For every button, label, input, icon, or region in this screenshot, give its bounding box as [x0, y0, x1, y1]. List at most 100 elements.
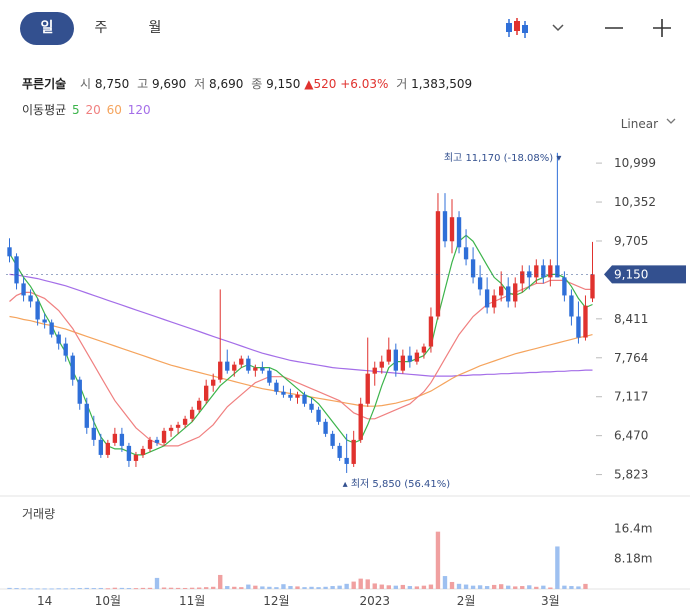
volume-bar — [555, 546, 560, 589]
volume-bar — [365, 579, 370, 589]
close-label: 종 — [251, 77, 263, 91]
candle-body — [414, 352, 420, 362]
volume-bar — [253, 585, 258, 589]
candle-body — [590, 274, 595, 299]
volume-bar — [576, 586, 581, 589]
current-price-badge — [604, 265, 686, 284]
volume-bar — [105, 588, 111, 590]
change-percent: +6.03% — [340, 77, 389, 91]
candle-body — [421, 346, 427, 353]
candle-body — [449, 217, 455, 242]
volume-bar — [562, 585, 567, 589]
candle-body — [477, 277, 483, 290]
candle-body — [105, 442, 111, 455]
candle-body — [442, 211, 448, 242]
volume-bar — [140, 587, 146, 589]
scale-chevron-icon[interactable] — [666, 118, 676, 126]
candle-body — [84, 403, 89, 428]
y-tick-label: 8,411 — [614, 312, 648, 326]
y-tick-label: 10,999 — [614, 156, 656, 170]
candle-body — [520, 271, 525, 284]
volume-bar — [470, 585, 476, 589]
volume-bar — [400, 584, 406, 589]
volume-bar — [260, 586, 265, 589]
candle-body — [196, 400, 202, 410]
volume-bar — [211, 586, 216, 589]
ma-legend: 이동평균 5 20 60 120 — [22, 101, 151, 118]
candle-body — [513, 283, 518, 302]
zoom-out-button[interactable] — [600, 14, 628, 42]
candle-body — [14, 256, 19, 284]
candle-body — [316, 409, 321, 422]
high-marker: 최고 11,170 (-18.08%) ▾ — [444, 152, 562, 164]
candle-body — [393, 349, 398, 371]
volume-bar — [330, 586, 335, 589]
chevron-down-icon[interactable] — [551, 23, 565, 33]
ma60-legend: 60 — [106, 103, 122, 117]
volume-bar — [583, 583, 588, 589]
volume-bar — [569, 586, 574, 589]
y-tick-label: 5,823 — [614, 468, 648, 482]
volume-bar — [302, 587, 307, 589]
candle-body — [330, 433, 335, 446]
volume-bar — [196, 587, 202, 589]
volume-bar — [70, 588, 75, 590]
ma5-legend: 5 — [72, 103, 80, 117]
volume-bar — [232, 586, 237, 589]
candle-body — [147, 439, 153, 449]
volume-bar — [91, 588, 96, 590]
volume-bar — [35, 588, 40, 590]
candle-body — [499, 286, 504, 296]
volume-bar — [56, 588, 61, 590]
candle-body — [379, 361, 384, 368]
candle-body — [56, 334, 61, 344]
volume-bar — [527, 585, 532, 589]
candle-body — [351, 439, 356, 464]
volume-bar — [386, 585, 391, 589]
volume-bar — [161, 587, 167, 589]
candle-body — [365, 373, 370, 404]
high-label: 고 — [137, 77, 149, 91]
volume-label: 거 — [396, 77, 408, 91]
candle-body — [358, 403, 363, 440]
volume-bar — [147, 587, 153, 589]
candle-body — [323, 421, 328, 434]
candle-body — [218, 361, 223, 380]
tab-week[interactable]: 주 — [94, 20, 108, 36]
ma5-line — [8, 234, 593, 456]
candle-body — [161, 430, 167, 443]
volume-bar — [77, 588, 82, 590]
volume-bar — [379, 584, 384, 589]
candle-body — [470, 259, 476, 278]
candle-body — [456, 217, 462, 248]
volume-bar — [428, 584, 434, 589]
volume-bar — [14, 588, 19, 590]
x-tick-label: 2월 — [457, 594, 476, 608]
volume-bar — [463, 584, 469, 589]
ma120-legend: 120 — [127, 103, 151, 117]
chart-type-selector[interactable] — [505, 14, 567, 42]
volume-bar — [316, 587, 321, 589]
volume-bar — [246, 584, 251, 589]
zoom-in-button[interactable] — [648, 14, 676, 42]
volume-bar — [421, 585, 427, 589]
volume-bar — [295, 586, 300, 589]
low-value: 8,690 — [209, 77, 244, 91]
candle-body — [126, 445, 132, 461]
volume-bar — [534, 586, 539, 589]
candle-body — [211, 379, 216, 386]
volume-bar — [126, 588, 132, 590]
candle-body — [302, 394, 307, 404]
tab-day[interactable]: 일 — [20, 12, 74, 45]
scale-mode[interactable]: Linear — [620, 117, 658, 131]
candle-body — [49, 322, 54, 335]
tab-month[interactable]: 월 — [148, 20, 162, 36]
x-tick-label: 14 — [37, 594, 52, 608]
volume-bar — [414, 586, 420, 589]
candle-body — [70, 355, 75, 380]
change-value: ▲520 — [304, 77, 337, 91]
candle-body — [583, 305, 588, 338]
volume-bar — [239, 587, 244, 589]
current-price-label: 9,150 — [614, 267, 648, 281]
